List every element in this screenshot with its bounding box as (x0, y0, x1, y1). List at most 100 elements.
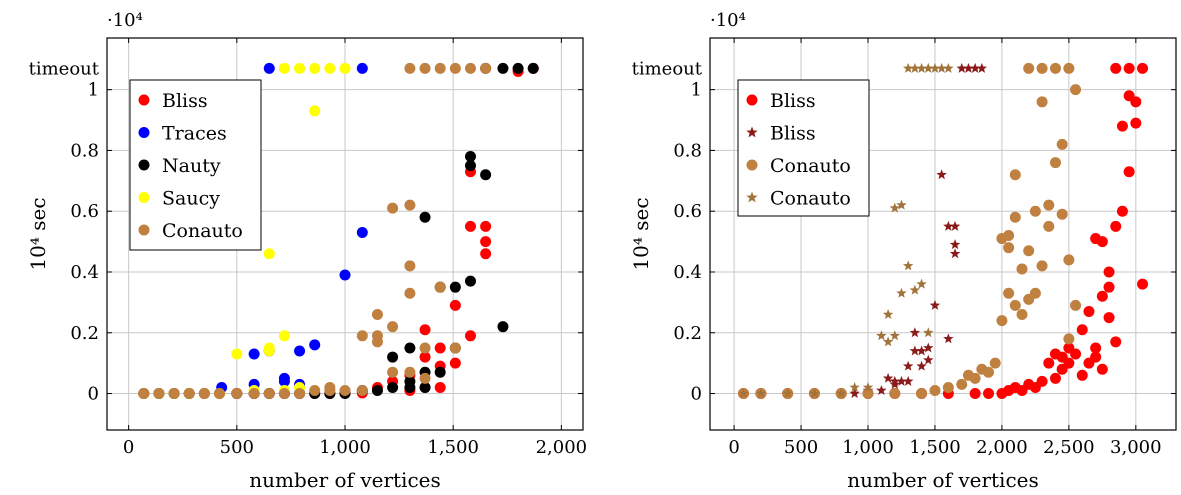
data-point-star (876, 385, 887, 395)
data-point-star (929, 62, 941, 73)
data-point (1123, 62, 1135, 74)
data-point (1036, 260, 1048, 272)
data-point (449, 357, 461, 369)
y-axis-label: 10⁴ sec (629, 197, 653, 270)
data-point (929, 384, 941, 396)
x-axis-label: number of vertices (847, 468, 1039, 492)
data-point (419, 381, 431, 393)
data-point (1123, 166, 1135, 178)
data-point (294, 62, 306, 74)
data-point (404, 375, 416, 387)
data-point-star (909, 284, 921, 295)
series-conauto-star (738, 62, 954, 398)
data-point (278, 372, 290, 384)
data-point (1063, 254, 1075, 266)
data-point-star (936, 62, 947, 73)
data-point (942, 381, 954, 393)
data-point-star (923, 354, 934, 365)
data-point (1096, 363, 1108, 375)
data-point (263, 388, 275, 400)
data-point-star (916, 62, 927, 73)
data-point (497, 62, 509, 74)
data-point (404, 62, 416, 74)
legend-marker (138, 192, 150, 203)
data-point (371, 309, 383, 321)
data-point (387, 351, 399, 363)
data-point-star (963, 62, 974, 73)
data-point-star (949, 239, 961, 250)
data-point (1036, 96, 1048, 108)
legend-label: Nauty (162, 155, 221, 177)
data-point-star (923, 62, 934, 73)
data-point (278, 330, 290, 342)
chart-1: 0 500 1,000 1,500 2,000 0 0.2 0.4 0.6 0.8 1timeout… (26, 10, 587, 492)
data-point (356, 62, 368, 74)
data-point (419, 211, 431, 223)
data-point (480, 62, 492, 74)
data-point (480, 220, 492, 232)
y-tick-label: 0.6 (673, 201, 702, 222)
data-point (449, 299, 461, 311)
data-point (387, 366, 399, 378)
y-tick-label: 1 (88, 80, 99, 101)
data-point (419, 351, 431, 363)
data-point (1137, 62, 1149, 74)
data-point (1096, 290, 1108, 302)
data-point (1049, 62, 1061, 74)
data-point (1029, 287, 1041, 299)
data-point (371, 384, 383, 396)
x-tick-label: 2,000 (536, 437, 588, 458)
legend-marker (746, 94, 758, 106)
data-point-star (943, 333, 954, 344)
y-tick-label: 0.6 (70, 201, 99, 222)
y-tick-label: 0.8 (70, 140, 99, 161)
legend-marker-star (746, 191, 758, 203)
data-point-star (936, 169, 947, 180)
data-point (1009, 211, 1021, 223)
data-point-star (916, 360, 927, 371)
data-point-star (923, 327, 934, 338)
data-point (916, 388, 928, 400)
data-point (324, 381, 336, 393)
legend-label: Conauto (770, 188, 851, 210)
data-point (1056, 208, 1068, 220)
timeout-tick-label: timeout (29, 58, 100, 79)
data-point-star (849, 381, 860, 392)
data-point (464, 62, 476, 74)
data-point (231, 388, 243, 400)
y-tick-label: 0 (691, 384, 702, 405)
data-point (1003, 242, 1015, 254)
data-point (404, 199, 416, 211)
data-point (387, 381, 399, 393)
y-tick-label: 0.4 (673, 262, 702, 283)
data-point (1049, 157, 1061, 169)
data-point (1083, 305, 1095, 317)
data-point (449, 342, 461, 354)
legend-marker (138, 224, 150, 236)
x-axis-label: number of vertices (249, 468, 441, 492)
legend-label: Bliss (770, 90, 816, 112)
chart-2: 0 500 1,000 1,500 2,000 2,500 3,000 0 0.2 0.4 0.6 0… (629, 10, 1177, 492)
data-point-star (876, 330, 887, 341)
data-point-star (889, 378, 901, 389)
data-point (387, 202, 399, 214)
legend-marker (138, 94, 150, 106)
data-point (339, 269, 351, 281)
data-point (1016, 263, 1028, 275)
data-point-star (916, 345, 927, 356)
data-point-star (896, 287, 907, 298)
data-point (1076, 324, 1088, 336)
data-point-star (943, 220, 954, 231)
data-point (434, 62, 446, 74)
data-point-star (862, 381, 874, 392)
data-point-star (882, 309, 894, 319)
legend-label: Bliss (770, 123, 816, 145)
data-point-star (882, 336, 894, 347)
data-point (464, 275, 476, 287)
data-point-star (738, 388, 749, 398)
data-point (969, 388, 981, 400)
data-point (263, 62, 275, 74)
legend-label: Conauto (162, 220, 243, 242)
data-point (153, 388, 165, 400)
data-point (1116, 205, 1128, 217)
